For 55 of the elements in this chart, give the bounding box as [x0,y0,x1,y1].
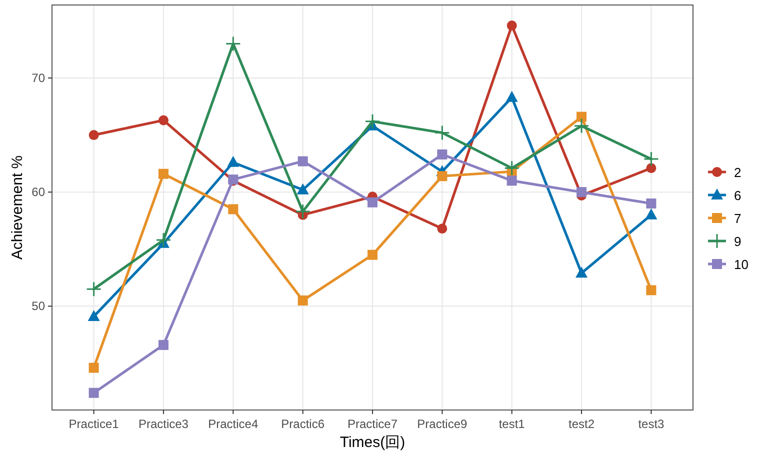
x-tick-label: test1 [498,417,526,431]
point [86,281,102,297]
point [88,362,99,373]
point [576,112,587,122]
point [158,340,168,350]
point [156,232,172,248]
point [504,160,520,176]
point [506,176,517,186]
point [298,156,308,166]
x-tick-label: Practice1 [68,417,120,431]
point [437,224,448,234]
x-tick-label: Practice3 [138,417,189,431]
point [643,151,659,167]
point [437,149,448,160]
point [364,114,380,130]
point [368,250,378,260]
point [88,130,99,140]
y-tick-label: 70 [32,71,46,86]
x-tick-label: Practice7 [347,417,398,431]
point [88,310,100,321]
point [646,163,656,174]
point [298,295,308,306]
y-tick-label: 50 [32,299,46,314]
legend-label: 2 [734,165,742,180]
legend-label: 6 [734,188,742,203]
point [368,197,378,208]
legend-label: 9 [734,234,742,249]
point [576,187,587,198]
y-tick-label: 60 [32,185,46,200]
x-axis-title: Times(回) [340,434,406,451]
x-tick-label: test2 [568,417,595,431]
point [158,168,168,179]
point [506,20,517,31]
point [434,125,450,141]
x-tick-label: test3 [638,417,665,431]
point [506,90,518,102]
point [225,36,241,52]
point [574,118,590,134]
point [88,388,99,398]
point [296,183,309,194]
y-axis-title: Achievement % [9,155,26,260]
point [646,198,656,209]
point [228,204,238,214]
legend-label: 7 [734,211,742,226]
point [576,266,588,278]
x-tick-label: Practice9 [417,417,468,431]
x-tick-label: Practice4 [208,417,258,431]
point [437,171,448,182]
point [295,204,311,220]
point [645,208,658,220]
point [646,285,656,296]
legend-label: 10 [734,257,748,272]
point [158,115,168,126]
point [227,156,240,167]
x-tick-label: Practic6 [281,417,325,431]
